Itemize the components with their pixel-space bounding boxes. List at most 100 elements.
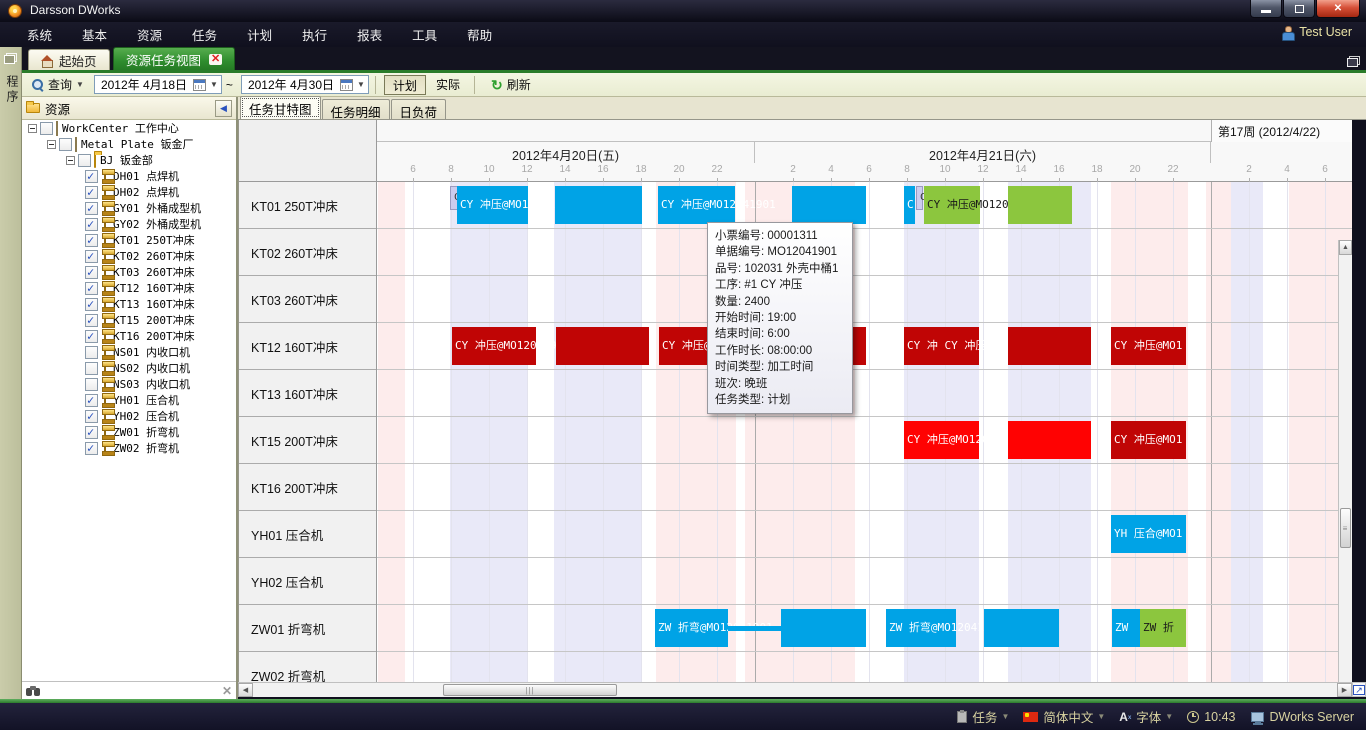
menu-item-9[interactable]: 帮助 bbox=[467, 29, 493, 43]
tree-item[interactable]: GY01 外桶成型机 bbox=[22, 200, 236, 216]
tree-item[interactable]: ZW02 折弯机 bbox=[22, 440, 236, 456]
restore-button[interactable] bbox=[1283, 0, 1315, 18]
minimize-button[interactable] bbox=[1250, 0, 1282, 18]
close-button[interactable]: ✕ bbox=[1316, 0, 1360, 18]
find-icon[interactable] bbox=[26, 685, 41, 696]
status-item-4[interactable]: 10:43 bbox=[1187, 710, 1237, 724]
scroll-up-button[interactable]: ▲ bbox=[1339, 240, 1352, 255]
task-bar[interactable] bbox=[1008, 327, 1091, 365]
tree-item[interactable]: KT15 200T冲床 bbox=[22, 312, 236, 328]
tree-checkbox[interactable] bbox=[85, 281, 98, 295]
status-item-3[interactable]: A 字体▼ bbox=[1119, 707, 1173, 726]
status-item-5[interactable]: DWorks Server bbox=[1251, 710, 1356, 724]
menu-item-4[interactable]: 任务 bbox=[192, 29, 218, 43]
tree-expander-icon[interactable] bbox=[66, 155, 75, 165]
task-bar[interactable]: ZW 折弯@MO12041901 bbox=[655, 609, 773, 647]
tab-home-page[interactable]: 起始页 bbox=[28, 49, 110, 70]
tree-checkbox[interactable] bbox=[85, 425, 98, 439]
task-bar[interactable] bbox=[781, 609, 866, 647]
horizontal-scrollbar[interactable]: ◀ ||| ▶ bbox=[238, 682, 1352, 697]
query-button[interactable]: 查询 ▼ bbox=[26, 75, 90, 95]
tree-checkbox[interactable] bbox=[85, 217, 98, 231]
task-bar[interactable]: ZW 折弯@MO12041901 bbox=[886, 609, 1004, 647]
date-from-picker[interactable]: 2012年 4月18日 ▼ bbox=[93, 75, 222, 94]
tree-checkbox[interactable] bbox=[59, 137, 72, 151]
task-bar[interactable]: C bbox=[916, 186, 926, 210]
tree-item[interactable]: DH01 点焊机 bbox=[22, 168, 236, 184]
task-bar[interactable] bbox=[1008, 186, 1072, 224]
tab-resource-task-view[interactable]: 资源任务视图 ✕ bbox=[113, 47, 236, 70]
close-icon[interactable]: ✕ bbox=[221, 683, 232, 698]
status-item-2[interactable]: 简体中文 ▼ bbox=[1023, 707, 1105, 726]
horizontal-scroll-thumb[interactable]: ||| bbox=[443, 684, 617, 696]
view-tab-1[interactable]: 任务甘特图 bbox=[240, 96, 321, 119]
vertical-scroll-thumb[interactable]: ≡ bbox=[1340, 508, 1351, 548]
menu-item-8[interactable]: 工具 bbox=[412, 29, 438, 43]
tree-checkbox[interactable] bbox=[85, 329, 98, 343]
menu-item-5[interactable]: 计划 bbox=[247, 29, 273, 43]
status-item-1[interactable]: 任务 ▼ bbox=[957, 707, 1009, 726]
task-bar[interactable]: CY 冲压@MO12041901 bbox=[457, 186, 575, 224]
tree-checkbox[interactable] bbox=[85, 201, 98, 215]
menu-item-7[interactable]: 报表 bbox=[357, 29, 383, 43]
tree-item[interactable]: KT13 160T冲床 bbox=[22, 296, 236, 312]
task-bar[interactable] bbox=[728, 626, 781, 631]
tree-item[interactable]: NS02 内收口机 bbox=[22, 360, 236, 376]
tree-checkbox[interactable] bbox=[85, 313, 98, 327]
date-to-picker[interactable]: 2012年 4月30日 ▼ bbox=[240, 75, 369, 94]
task-bar[interactable]: CY 冲压@MO1 bbox=[1111, 327, 1186, 365]
tree-item[interactable]: ZW01 折弯机 bbox=[22, 424, 236, 440]
programs-icon[interactable] bbox=[4, 53, 17, 64]
task-bar[interactable]: C bbox=[904, 186, 915, 224]
collapse-panel-button[interactable]: ◀ bbox=[215, 99, 232, 117]
tree-item[interactable]: WorkCenter 工作中心 bbox=[22, 120, 236, 136]
tree-expander-icon[interactable] bbox=[28, 123, 37, 133]
task-bar[interactable] bbox=[1008, 421, 1091, 459]
task-bar[interactable]: ZW bbox=[1112, 609, 1140, 647]
tree-expander-icon[interactable] bbox=[47, 139, 56, 149]
tree-checkbox[interactable] bbox=[85, 409, 98, 423]
tree-checkbox[interactable] bbox=[85, 185, 98, 199]
tree-item[interactable]: YH01 压合机 bbox=[22, 392, 236, 408]
tree-checkbox[interactable] bbox=[85, 297, 98, 311]
tree-item[interactable]: KT12 160T冲床 bbox=[22, 280, 236, 296]
tree-item[interactable]: KT16 200T冲床 bbox=[22, 328, 236, 344]
expand-corner-button[interactable]: ↗ bbox=[1352, 682, 1366, 697]
task-bar[interactable]: CY 冲压@MO12041904 bbox=[452, 327, 570, 365]
tree-checkbox[interactable] bbox=[85, 169, 98, 183]
task-bar[interactable]: CY 冲压@MO1 bbox=[1111, 421, 1186, 459]
tab-close-icon[interactable]: ✕ bbox=[209, 52, 223, 65]
vertical-scrollbar[interactable]: ▲ ≡ ▼ bbox=[1338, 240, 1352, 682]
tree-checkbox[interactable] bbox=[85, 233, 98, 247]
actual-toggle-button[interactable]: 实际 bbox=[435, 77, 460, 92]
plan-toggle-button[interactable]: 计划 bbox=[383, 74, 426, 95]
task-bar[interactable]: CY 冲压@MO12041901 bbox=[658, 186, 776, 224]
task-bar[interactable]: CY 冲压@MO12041903 bbox=[904, 421, 1022, 459]
task-bar[interactable]: CY 冲 CY 冲压@MO12041904 bbox=[904, 327, 1059, 365]
tree-item[interactable]: YH02 压合机 bbox=[22, 408, 236, 424]
window-list-icon[interactable] bbox=[1347, 56, 1360, 67]
tree-checkbox[interactable] bbox=[85, 265, 98, 279]
tree-checkbox[interactable] bbox=[85, 361, 98, 375]
refresh-button[interactable]: ↻ 刷新 bbox=[485, 75, 537, 95]
menu-item-2[interactable]: 基本 bbox=[82, 29, 108, 43]
tree-item[interactable]: NS03 内收口机 bbox=[22, 376, 236, 392]
tree-item[interactable]: BJ 钣金部 bbox=[22, 152, 236, 168]
menu-item-1[interactable]: 系统 bbox=[27, 29, 53, 43]
scroll-left-button[interactable]: ◀ bbox=[238, 683, 253, 697]
task-bar[interactable]: YH 压合@MO1 bbox=[1111, 515, 1186, 553]
view-tab-3[interactable]: 日负荷 bbox=[390, 99, 447, 120]
tree-item[interactable]: GY02 外桶成型机 bbox=[22, 216, 236, 232]
task-bar[interactable]: ZW 折 bbox=[1140, 609, 1186, 647]
task-bar[interactable] bbox=[984, 609, 1059, 647]
view-tab-2[interactable]: 任务明细 bbox=[321, 99, 390, 120]
tree-checkbox[interactable] bbox=[85, 249, 98, 263]
tree-checkbox[interactable] bbox=[85, 393, 98, 407]
tree-item[interactable]: Metal Plate 钣金厂 bbox=[22, 136, 236, 152]
tree-checkbox[interactable] bbox=[78, 153, 91, 167]
task-bar[interactable]: CY 冲压@MO12041902 bbox=[924, 186, 1042, 224]
tree-item[interactable]: KT02 260T冲床 bbox=[22, 248, 236, 264]
task-bar[interactable] bbox=[555, 186, 642, 224]
tree-checkbox[interactable] bbox=[85, 377, 98, 391]
tree-item[interactable]: NS01 内收口机 bbox=[22, 344, 236, 360]
